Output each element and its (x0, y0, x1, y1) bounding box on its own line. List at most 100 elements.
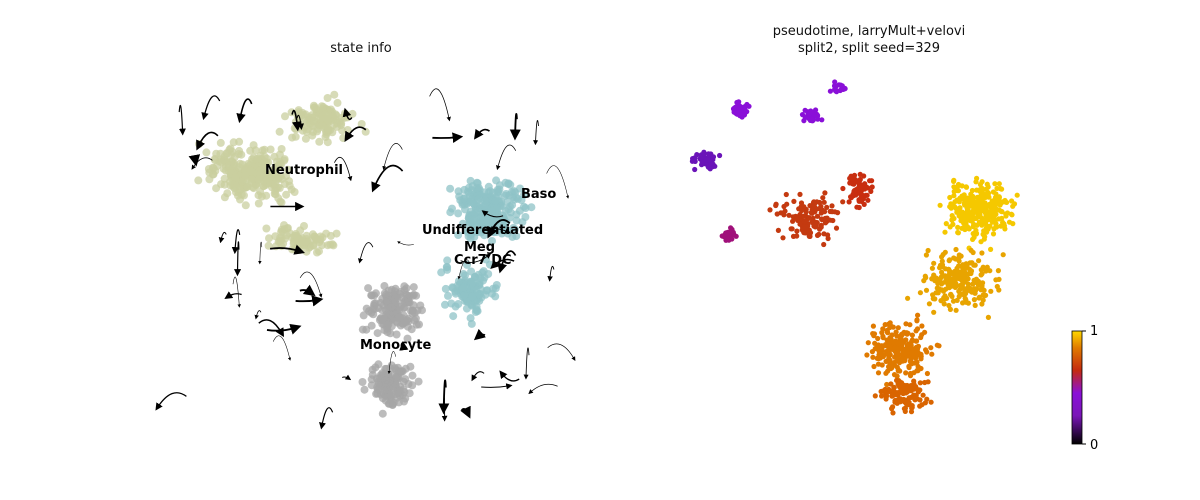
cell-point (951, 193, 957, 199)
cell-point (935, 290, 941, 296)
cell-point (968, 247, 974, 253)
cell-point (454, 300, 463, 308)
cell-point (890, 387, 897, 393)
cell-point (815, 116, 821, 122)
cell-point (260, 152, 269, 161)
cell-point (270, 165, 279, 173)
cell-point (893, 391, 899, 398)
cell-point (872, 393, 878, 399)
streamline (233, 241, 242, 277)
cell-point (880, 335, 886, 341)
cell-point (991, 218, 997, 224)
cell-point (807, 233, 813, 239)
cell-point (861, 201, 867, 207)
cell-point (790, 218, 796, 224)
cell-point (503, 197, 512, 206)
left-panel: state info Neutrophil Baso Undifferentia… (155, 41, 576, 430)
streamline (295, 295, 324, 307)
cell-point (1009, 212, 1015, 218)
cell-point (980, 297, 986, 303)
cell-point (917, 403, 923, 409)
cell-point (497, 229, 506, 238)
cell-point (482, 216, 491, 225)
cell-point (994, 283, 1000, 290)
cell-point (338, 126, 347, 135)
cell-point (925, 379, 931, 385)
streamline (499, 370, 520, 382)
cell-point (979, 250, 985, 256)
cell-point (794, 233, 800, 239)
cell-point (527, 203, 536, 212)
cell-point (194, 176, 203, 185)
cell-point (225, 145, 234, 154)
cell-point (281, 112, 289, 121)
cell-point (971, 297, 978, 303)
cell-point (875, 355, 881, 361)
streamline (319, 407, 334, 430)
cell-point (285, 177, 294, 186)
cell-point (953, 282, 959, 288)
cell-point (880, 352, 887, 358)
cell-point (821, 199, 827, 205)
cell-point (701, 151, 707, 157)
cell-point (974, 175, 980, 181)
cell-point (992, 181, 998, 187)
cell-point (906, 363, 912, 369)
cell-point (820, 195, 826, 201)
cell-point (468, 182, 477, 191)
cell-point (416, 301, 425, 310)
cell-point (231, 173, 240, 182)
streamline (334, 156, 353, 182)
cell-point (985, 314, 992, 320)
cell-point (978, 197, 984, 203)
cell-point (518, 218, 527, 227)
cell-point (886, 386, 892, 392)
cell-point (216, 149, 225, 158)
cell-point (890, 410, 896, 416)
cell-point (957, 208, 963, 214)
cell-point (963, 299, 969, 305)
cell-point (797, 191, 803, 197)
cell-point (888, 381, 894, 387)
cell-point (807, 111, 813, 117)
streamline (188, 154, 201, 167)
cell-point (443, 263, 452, 272)
cell-point (909, 386, 915, 392)
cell-point (493, 187, 502, 196)
cell-point (870, 354, 876, 360)
cell-point (963, 261, 969, 267)
cell-point (275, 127, 284, 136)
cell-point (724, 230, 731, 236)
streamline (231, 229, 241, 255)
cell-point (367, 308, 376, 317)
streamline (342, 374, 352, 381)
cell-point (467, 197, 475, 206)
cell-point (786, 212, 792, 218)
cell-point (731, 105, 738, 111)
streamline (254, 310, 262, 320)
cell-point (985, 189, 991, 195)
left-panel-title: state info (330, 41, 391, 56)
cell-point (946, 302, 952, 309)
cell-point (961, 275, 967, 281)
cell-point (983, 292, 989, 298)
cell-point (484, 182, 493, 191)
cell-point (783, 191, 789, 198)
cell-point (954, 297, 960, 303)
cell-point (1014, 192, 1020, 198)
cell-point (408, 306, 417, 315)
cell-point (967, 266, 973, 272)
cell-point (247, 175, 256, 184)
cell-point (914, 317, 920, 323)
cell-point (929, 276, 935, 282)
cell-point (898, 345, 904, 351)
cell-point (915, 387, 922, 393)
cell-point (878, 388, 884, 395)
cell-point (212, 184, 221, 193)
cell-point (994, 185, 1000, 191)
cell-point (437, 268, 446, 277)
cell-point (982, 200, 988, 206)
cell-point (942, 293, 948, 299)
cell-point (337, 119, 346, 128)
cell-point (875, 361, 882, 367)
